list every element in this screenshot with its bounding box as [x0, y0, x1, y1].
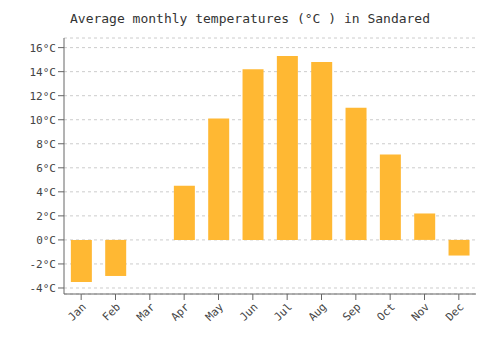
svg-text:12°C: 12°C — [30, 90, 57, 103]
svg-text:Dec: Dec — [443, 300, 466, 323]
svg-text:Jun: Jun — [237, 300, 260, 323]
svg-text:May: May — [203, 300, 227, 324]
svg-text:10°C: 10°C — [30, 114, 57, 127]
svg-text:4°C: 4°C — [36, 186, 56, 199]
svg-text:Feb: Feb — [100, 300, 123, 323]
svg-text:Jul: Jul — [272, 300, 295, 323]
svg-text:Oct: Oct — [375, 300, 398, 323]
svg-text:0°C: 0°C — [36, 234, 56, 247]
svg-text:-2°C: -2°C — [30, 258, 57, 271]
svg-text:Aug: Aug — [306, 300, 329, 323]
html-text:Average monthly temperatures (: Average monthly temperatures (°C ) in Sa… — [70, 11, 430, 26]
svg-text:-4°C: -4°C — [30, 282, 57, 295]
svg-text:16°C: 16°C — [30, 42, 57, 55]
svg-text:2°C: 2°C — [36, 210, 56, 223]
svg-text:8°C: 8°C — [36, 138, 56, 151]
svg-text:14°C: 14°C — [30, 66, 57, 79]
svg-text:Mar: Mar — [134, 300, 158, 324]
svg-text:Nov: Nov — [409, 300, 433, 324]
svg-text:Jan: Jan — [66, 300, 89, 323]
svg-text:Apr: Apr — [169, 300, 193, 324]
svg-text:6°C: 6°C — [36, 162, 56, 175]
svg-text:Sep: Sep — [340, 300, 363, 323]
